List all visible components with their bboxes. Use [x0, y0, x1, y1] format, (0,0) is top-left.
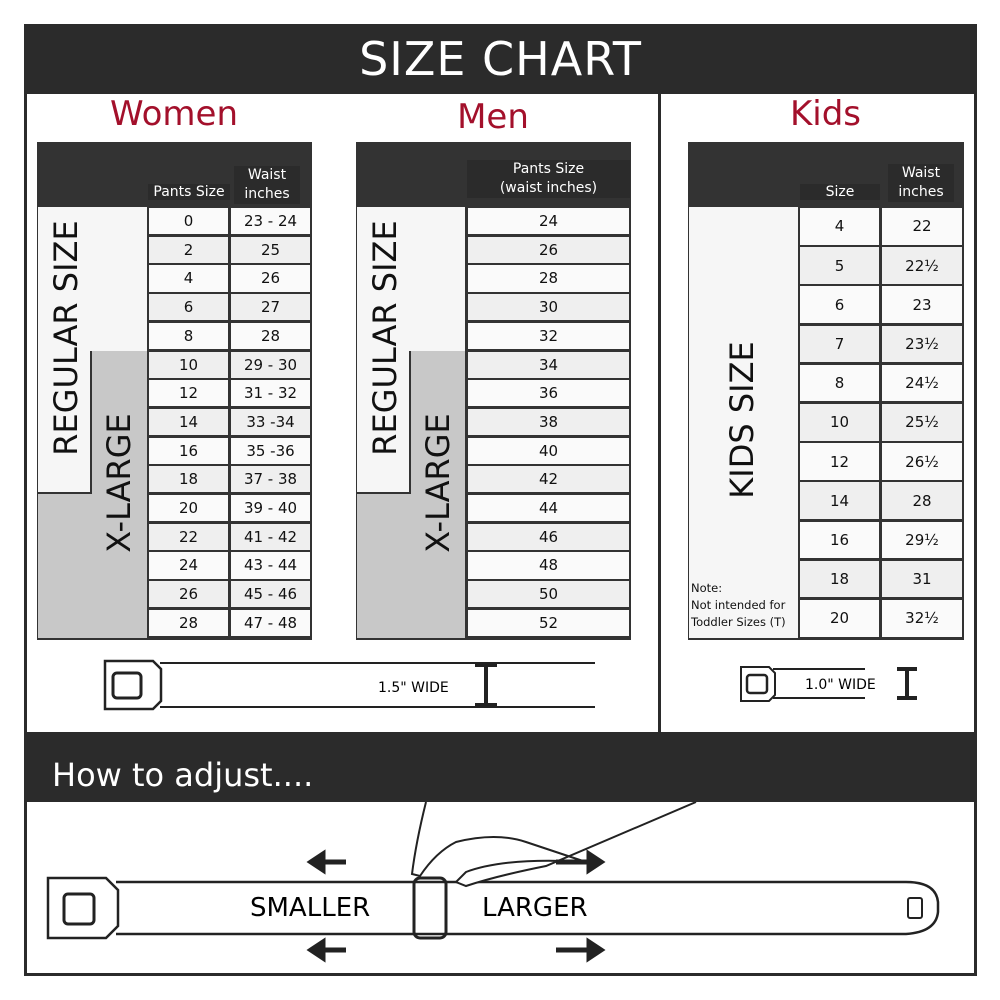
kids-note: Note: Not intended for Toddler Sizes (T) [691, 581, 786, 629]
kids-col-size: Size [800, 184, 880, 200]
women-size-cell: 16 [149, 437, 228, 464]
kids-col-waist: Waist inches [888, 164, 954, 202]
women-size-cell: 20 [149, 495, 228, 522]
women-size-cell: 18 [149, 466, 228, 493]
women-size-cell: 12 [149, 380, 228, 407]
belt-kids-illustration [740, 666, 917, 702]
men-size-cell: 44 [468, 495, 629, 522]
kids-waist-cell: 24½ [882, 364, 962, 402]
kids-waist-cell: 23½ [882, 325, 962, 363]
women-size-cell: 22 [149, 523, 228, 550]
women-waist-cell: 28 [231, 322, 310, 349]
kids-size-cell: 14 [800, 482, 879, 520]
women-size-cell: 10 [149, 351, 228, 378]
women-size-cell: 0 [149, 208, 228, 235]
women-xlarge-label: X-LARGE [100, 413, 138, 553]
women-waist-cell: 29 - 30 [231, 351, 310, 378]
women-col-waist: Waist inches [234, 166, 300, 204]
kids-size-cell: 12 [800, 443, 879, 480]
kids-waist-cell: 28 [882, 482, 962, 520]
women-size-cell: 26 [149, 581, 228, 608]
women-size-cell: 24 [149, 552, 228, 579]
women-waist-cell: 26 [231, 265, 310, 292]
men-regular-label: REGULAR SIZE [366, 220, 404, 456]
women-waist-cell: 27 [231, 294, 310, 321]
women-waist-cell: 39 - 40 [231, 495, 310, 522]
men-size-cell: 40 [468, 437, 629, 464]
kids-size-cell: 5 [800, 247, 879, 284]
men-size-cell: 30 [468, 294, 629, 321]
women-waist-cell: 31 - 32 [231, 380, 310, 407]
kids-size-cell: 8 [800, 364, 879, 402]
women-waist-cell: 25 [231, 236, 310, 263]
kids-size-cell: 16 [800, 521, 879, 559]
women-size-cell: 2 [149, 236, 228, 263]
kids-waist-cell: 31 [882, 560, 962, 598]
kids-waist-cell: 22 [882, 208, 962, 245]
men-size-cell: 36 [468, 380, 629, 407]
kids-waist-cell: 32½ [882, 600, 962, 637]
kids-waist-cell: 22½ [882, 247, 962, 284]
women-waist-cell: 45 - 46 [231, 581, 310, 608]
kids-title: Kids [789, 94, 862, 134]
kids-size-cell: 20 [800, 600, 879, 637]
belt-kids-width: 1.0" WIDE [805, 677, 876, 693]
women-size-cell: 8 [149, 322, 228, 349]
belt-adult-width: 1.5" WIDE [378, 680, 449, 696]
men-size-cell: 34 [468, 351, 629, 378]
men-size-cell: 46 [468, 523, 629, 550]
women-size-cell: 4 [149, 265, 228, 292]
women-waist-cell: 37 - 38 [231, 466, 310, 493]
kids-size-cell: 4 [800, 208, 879, 245]
kids-label-area [689, 207, 798, 638]
women-waist-cell: 41 - 42 [231, 523, 310, 550]
men-size-cell: 32 [468, 322, 629, 349]
women-col-pants: Pants Size [148, 184, 230, 200]
adjust-illustration [46, 802, 940, 963]
men-size-cell: 38 [468, 408, 629, 436]
page-title: SIZE CHART [24, 24, 977, 94]
men-size-cell: 52 [468, 609, 629, 636]
men-size-cell: 48 [468, 552, 629, 579]
kids-size-cell: 6 [800, 286, 879, 324]
men-size-cell: 28 [468, 265, 629, 292]
divider [658, 94, 661, 732]
women-waist-cell: 33 -34 [231, 408, 310, 436]
women-waist-cell: 23 - 24 [231, 208, 310, 235]
smaller-label: SMALLER [250, 893, 371, 923]
kids-waist-cell: 26½ [882, 443, 962, 480]
belt-adult-illustration [103, 659, 595, 711]
women-waist-cell: 35 -36 [231, 437, 310, 464]
men-size-cell: 24 [468, 208, 629, 235]
kids-size-cell: 7 [800, 325, 879, 363]
men-xlarge-label: X-LARGE [419, 413, 457, 553]
men-size-cell: 42 [468, 466, 629, 493]
larger-label: LARGER [482, 893, 588, 923]
kids-size-label: KIDS SIZE [723, 341, 761, 499]
kids-waist-cell: 25½ [882, 404, 962, 441]
kids-size-cell: 10 [800, 404, 879, 441]
men-size-cell: 50 [468, 581, 629, 608]
kids-waist-cell: 29½ [882, 521, 962, 559]
kids-waist-cell: 23 [882, 286, 962, 324]
women-size-cell: 14 [149, 408, 228, 436]
men-col-pants: Pants Size (waist inches) [467, 160, 630, 198]
women-size-cell: 6 [149, 294, 228, 321]
men-title: Men [457, 97, 529, 137]
women-waist-cell: 43 - 44 [231, 552, 310, 579]
adjust-heading: How to adjust.... [24, 732, 977, 802]
women-waist-cell: 47 - 48 [231, 609, 310, 636]
women-regular-label: REGULAR SIZE [47, 220, 85, 456]
women-title: Women [109, 94, 238, 134]
kids-size-cell: 18 [800, 560, 879, 598]
men-size-cell: 26 [468, 236, 629, 263]
women-size-cell: 28 [149, 609, 228, 636]
